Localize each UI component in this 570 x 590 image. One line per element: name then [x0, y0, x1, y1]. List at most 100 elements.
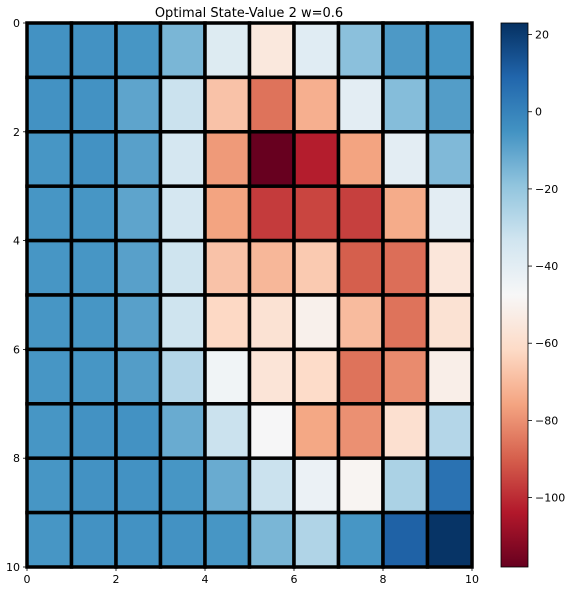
heatmap-cell-r2-c5: [247, 130, 296, 188]
heatmap-cell-r0-c5: [247, 21, 296, 80]
heatmap-cell-r0-c6: [292, 21, 341, 80]
heatmap-cell-r6-c9: [425, 347, 474, 406]
heatmap-cell-r6-c5: [247, 347, 296, 406]
colorbar-tick-label: −100: [535, 492, 565, 505]
heatmap-cell-r4-c7: [336, 238, 385, 297]
heatmap-cell-r1-c0: [25, 75, 74, 134]
heatmap-cell-r0-c9: [425, 21, 474, 80]
heatmap-cell-r2-c0: [25, 130, 74, 188]
heatmap-cell-r5-c5: [247, 293, 296, 352]
heatmap-cell-r0-c4: [203, 21, 252, 80]
heatmap-cell-r3-c8: [381, 184, 430, 243]
heatmap-cell-r7-c5: [247, 402, 296, 460]
heatmap-cell-r5-c6: [292, 293, 341, 352]
heatmap-cell-r7-c2: [114, 402, 163, 460]
heatmap-cell-r9-c7: [336, 510, 385, 569]
heatmap-cell-r7-c6: [292, 402, 341, 460]
x-tick-label: 10: [465, 573, 479, 586]
heatmap-cell-r2-c9: [425, 130, 474, 188]
heatmap-cell-r9-c2: [114, 510, 163, 569]
x-axis-ticks: 0 2 4 6 8 10: [24, 567, 479, 586]
heatmap-cells: [25, 21, 474, 569]
heatmap-cell-r5-c3: [158, 293, 207, 352]
heatmap-cell-r9-c9: [425, 510, 474, 569]
heatmap-cell-r5-c1: [69, 293, 118, 352]
heatmap-cell-r4-c5: [247, 238, 296, 297]
colorbar-ticks: 20 0 −20 −40 −60 −80 −100: [528, 29, 565, 505]
heatmap-cell-r9-c3: [158, 510, 207, 569]
heatmap-cell-r8-c9: [425, 456, 474, 515]
heatmap-cell-r5-c4: [203, 293, 252, 352]
y-tick-label: 4: [13, 235, 20, 248]
heatmap-cell-r6-c1: [69, 347, 118, 406]
heatmap-cell-r3-c5: [247, 184, 296, 243]
heatmap-cell-r5-c0: [25, 293, 74, 352]
heatmap-cell-r6-c2: [114, 347, 163, 406]
heatmap-cell-r6-c3: [158, 347, 207, 406]
heatmap-cell-r6-c7: [336, 347, 385, 406]
heatmap-cell-r3-c6: [292, 184, 341, 243]
heatmap-cell-r4-c1: [69, 238, 118, 297]
heatmap-cell-r5-c7: [336, 293, 385, 352]
y-axis-ticks: 0 2 4 6 8 10: [6, 17, 27, 574]
y-tick-label: 8: [13, 452, 20, 465]
heatmap-cell-r4-c0: [25, 238, 74, 297]
y-tick-label: 2: [13, 126, 20, 139]
heatmap-cell-r3-c9: [425, 184, 474, 243]
heatmap-cell-r1-c3: [158, 75, 207, 134]
x-tick-label: 0: [24, 573, 31, 586]
axes-frame: [26, 22, 473, 568]
heatmap-cell-r1-c8: [381, 75, 430, 134]
heatmap-cell-r3-c1: [69, 184, 118, 243]
heatmap-cell-r8-c7: [336, 456, 385, 515]
heatmap-cell-r1-c7: [336, 75, 385, 134]
heatmap-cell-r7-c4: [203, 402, 252, 460]
heatmap-cell-r9-c5: [247, 510, 296, 569]
heatmap-cell-r2-c7: [336, 130, 385, 188]
heatmap-cell-r8-c1: [69, 456, 118, 515]
heatmap-cell-r0-c0: [25, 21, 74, 80]
heatmap-cell-r1-c6: [292, 75, 341, 134]
chart-title: Optimal State-Value 2 w=0.6: [155, 6, 343, 21]
heatmap-cell-r8-c0: [25, 456, 74, 515]
heatmap-cell-r2-c3: [158, 130, 207, 188]
heatmap-cell-r3-c4: [203, 184, 252, 243]
heatmap-cell-r3-c3: [158, 184, 207, 243]
heatmap-cell-r0-c7: [336, 21, 385, 80]
heatmap-cell-r9-c8: [381, 510, 430, 569]
heatmap-cell-r4-c3: [158, 238, 207, 297]
heatmap-cell-r2-c2: [114, 130, 163, 188]
heatmap-cell-r5-c8: [381, 293, 430, 352]
heatmap-cell-r9-c1: [69, 510, 118, 569]
heatmap-cell-r8-c8: [381, 456, 430, 515]
heatmap-cell-r4-c8: [381, 238, 430, 297]
heatmap-cell-r3-c2: [114, 184, 163, 243]
colorbar-tick-label: −60: [535, 337, 558, 350]
x-tick-label: 6: [291, 573, 298, 586]
heatmap-cell-r1-c1: [69, 75, 118, 134]
heatmap-cell-r3-c7: [336, 184, 385, 243]
colorbar-tick-label: −20: [535, 183, 558, 196]
heatmap-cell-r0-c8: [381, 21, 430, 80]
x-tick-label: 4: [202, 573, 209, 586]
heatmap-cell-r4-c4: [203, 238, 252, 297]
heatmap-cell-r2-c6: [292, 130, 341, 188]
heatmap-cell-r7-c9: [425, 402, 474, 460]
heatmap-cell-r6-c8: [381, 347, 430, 406]
heatmap-cell-r1-c5: [247, 75, 296, 134]
heatmap-cell-r1-c9: [425, 75, 474, 134]
heatmap-cell-r8-c2: [114, 456, 163, 515]
heatmap-cell-r0-c2: [114, 21, 163, 80]
heatmap-cell-r9-c6: [292, 510, 341, 569]
heatmap-cell-r7-c1: [69, 402, 118, 460]
y-tick-label: 0: [13, 17, 20, 30]
heatmap-cell-r7-c0: [25, 402, 74, 460]
heatmap-cell-r4-c6: [292, 238, 341, 297]
heatmap-cell-r3-c0: [25, 184, 74, 243]
heatmap-cell-r6-c4: [203, 347, 252, 406]
heatmap-cell-r1-c4: [203, 75, 252, 134]
y-tick-label: 6: [13, 343, 20, 356]
x-tick-label: 8: [380, 573, 387, 586]
heatmap-cell-r1-c2: [114, 75, 163, 134]
